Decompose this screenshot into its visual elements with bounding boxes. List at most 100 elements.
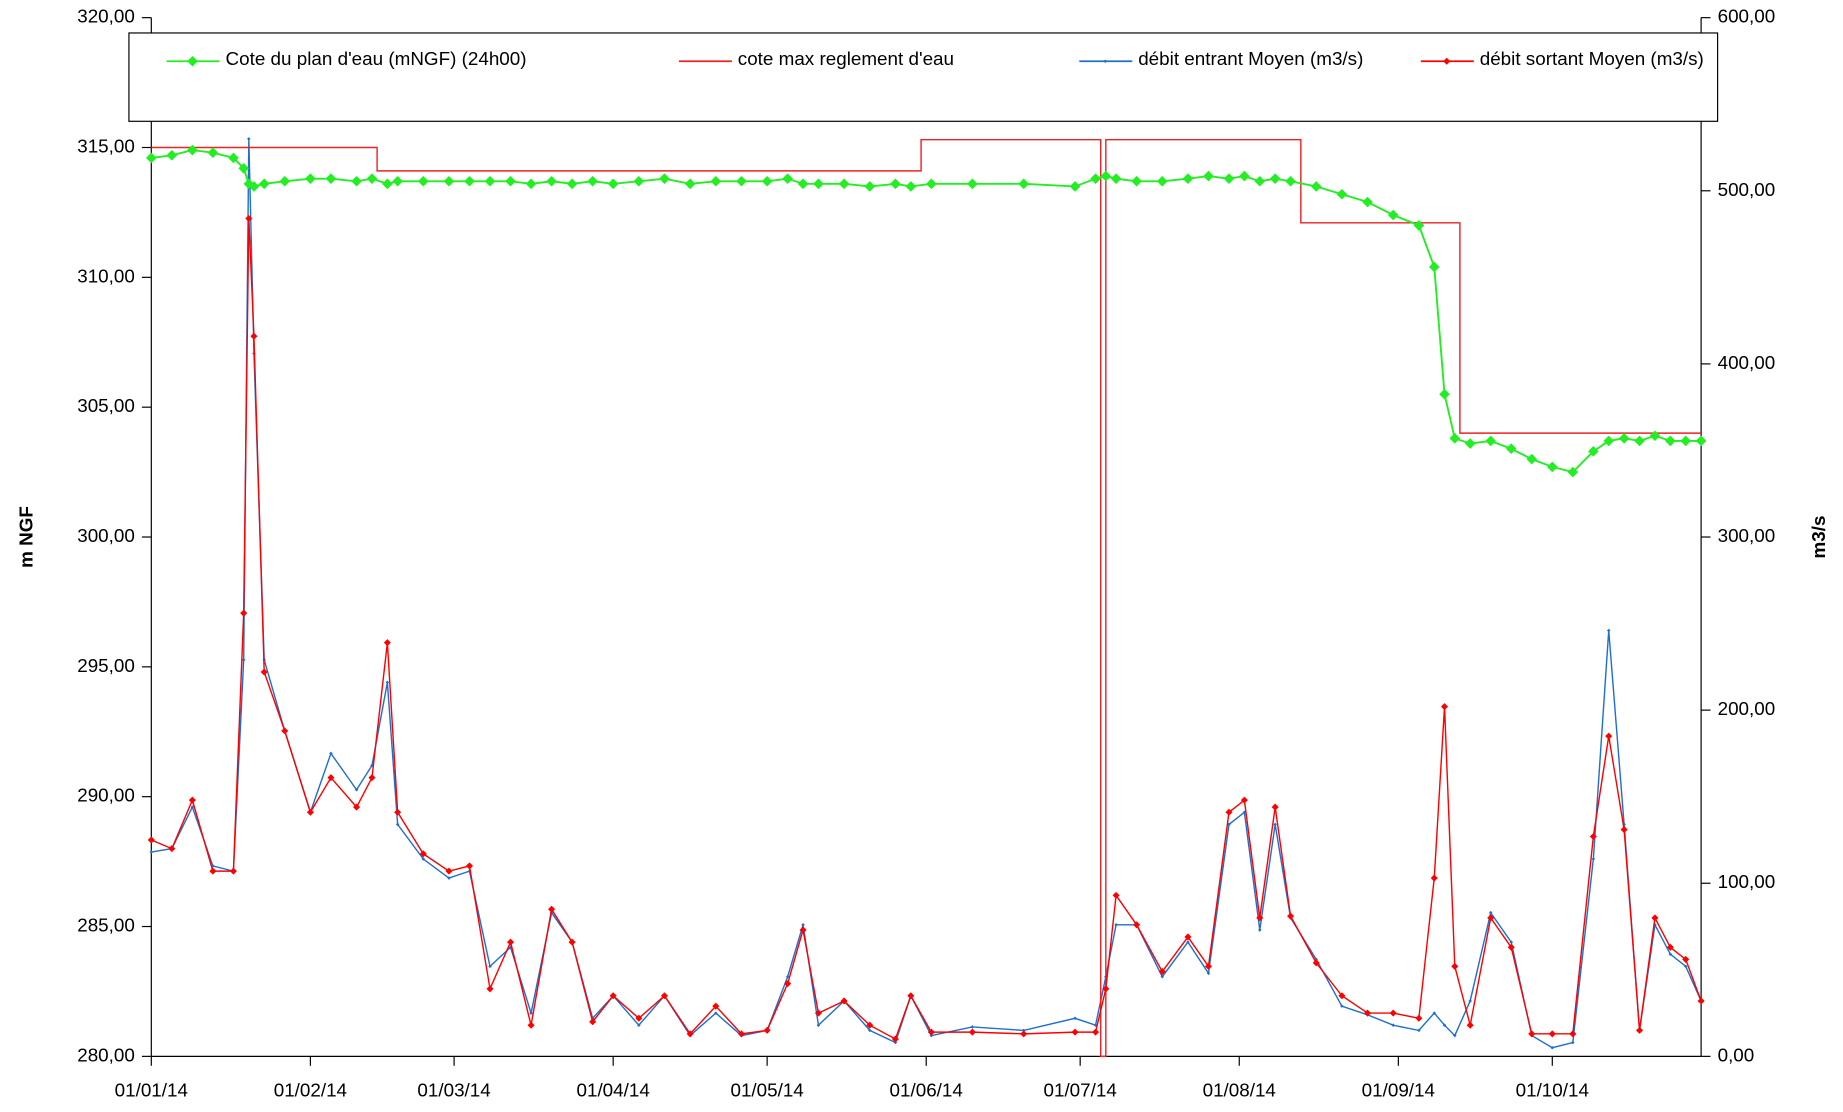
marker [1285,175,1296,187]
marker [368,774,376,782]
marker [1160,974,1165,979]
marker [927,1028,935,1036]
marker [587,175,598,187]
marker [1680,435,1692,447]
marker [1092,1028,1100,1036]
marker [1271,803,1279,811]
legend-marker [1103,59,1107,64]
marker [383,639,391,647]
marker [797,178,809,190]
y-tick-label: 300,00 [77,525,135,546]
marker [240,609,248,617]
marker [1695,435,1707,447]
series-line [151,138,1702,1049]
marker [1336,188,1348,200]
marker [1182,173,1194,184]
marker [1428,261,1440,273]
y-tick-label: 295,00 [77,655,135,676]
marker [714,1011,718,1015]
legend-label-box: cote max reglement d'eau [738,49,954,69]
y2-axis-title: m3/s [1808,516,1829,559]
marker [1571,1040,1575,1045]
y-tick-label: 305,00 [77,395,135,416]
marker [258,178,270,190]
legend-label-box: Cote du plan d'eau (mNGF) (24h00) [225,49,527,70]
marker [250,332,258,340]
marker [890,178,901,190]
marker [1507,943,1515,951]
marker [1606,628,1611,633]
marker [1020,1030,1028,1038]
marker [1635,1026,1644,1034]
marker [1090,173,1101,184]
marker [486,985,494,993]
marker [782,173,793,184]
marker [1110,173,1122,184]
marker [1546,461,1558,473]
y-tick-label: 310,00 [77,265,135,286]
marker [712,1002,720,1010]
marker [710,175,722,187]
marker [1287,912,1295,920]
marker [228,152,239,164]
y2-tick-label: 300,00 [1718,525,1776,546]
marker [166,149,178,161]
marker [188,796,196,804]
marker [840,997,848,1005]
marker [970,1025,975,1029]
x-tick-label: 01/08/14 [1203,1080,1276,1101]
marker [814,1009,822,1017]
marker [1312,959,1320,967]
marker [329,751,333,756]
marker [785,974,790,979]
legend-label: débit entrant Moyen (m3/s) [1138,49,1364,70]
marker [566,178,578,190]
plot-area: 280,00 285,00 290,00 295,00 300,00 305,00 310,… [77,6,1775,1101]
marker [281,727,289,735]
marker [190,805,195,809]
marker [1413,220,1425,231]
marker [568,938,576,946]
marker [1451,962,1459,970]
marker [279,175,291,187]
y-tick-label: 285,00 [77,915,135,936]
marker [1100,170,1112,182]
legend-box [128,32,1719,122]
y-tick-label: 315,00 [77,135,135,156]
marker [392,175,403,187]
marker [761,175,773,187]
legend-label: débit sortant Moyen (m3/s) [1479,49,1704,70]
marker [207,147,219,158]
marker [1485,435,1497,447]
marker [1069,181,1081,192]
marker [529,1011,533,1015]
marker [505,175,516,187]
marker [1488,910,1493,915]
marker [419,850,427,858]
marker [1256,914,1264,922]
series-line [151,218,1702,1041]
marker [229,867,237,875]
marker [421,857,426,861]
marker [1364,1009,1372,1017]
marker [1073,1016,1077,1021]
marker [736,175,747,187]
marker [633,175,645,187]
marker [1618,433,1630,444]
legend-label: Cote du plan d'eau (mNGF) (24h00) [225,49,527,70]
marker [353,803,361,811]
marker [507,938,515,946]
marker [1430,874,1438,882]
marker [245,214,253,223]
marker [209,867,217,875]
marker [1651,914,1659,922]
marker [905,181,917,192]
x-tick-label: 01/07/14 [1044,1080,1117,1101]
x-tick-label: 01/09/14 [1362,1080,1435,1101]
marker [1131,175,1142,187]
marker [1340,1004,1344,1008]
marker [1258,928,1262,932]
x-tick-label: 01/05/14 [730,1080,803,1101]
